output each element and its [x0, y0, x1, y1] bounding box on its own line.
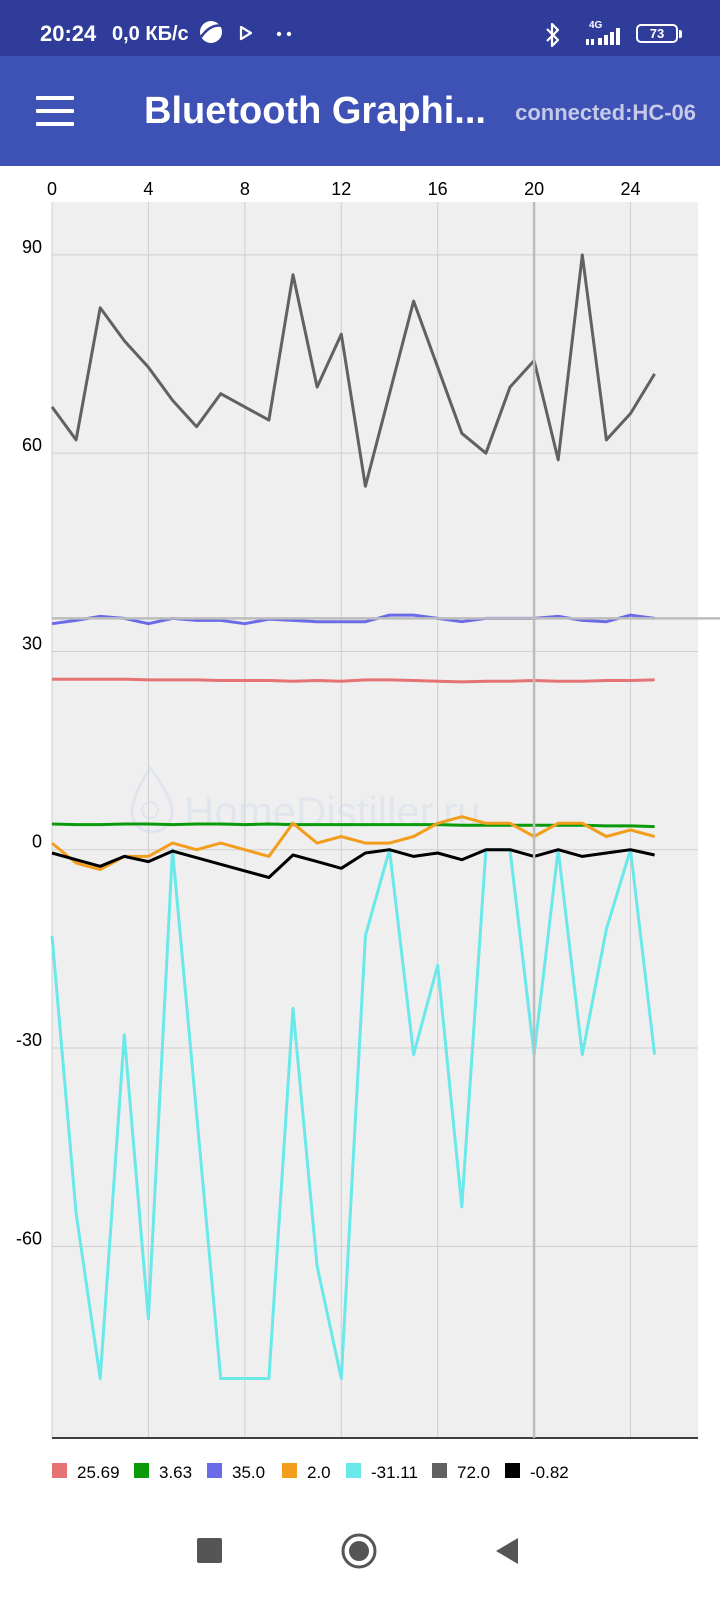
cursor	[52, 202, 720, 1438]
x-tick-label: 20	[524, 179, 544, 199]
signal-icon	[586, 28, 620, 45]
legend-label: 3.63	[159, 1463, 192, 1482]
legend-label: 25.69	[77, 1463, 120, 1482]
circle-icon	[341, 1533, 377, 1569]
legend: 25.69 3.63 35.0 2.0 -31.11 72.0 -0.82	[52, 1463, 569, 1482]
watermark-logo-icon	[130, 765, 174, 834]
y-tick-label: -30	[16, 1030, 42, 1050]
x-tick-label: 12	[331, 179, 351, 199]
series-line-25.69	[52, 677, 655, 684]
square-icon	[197, 1538, 222, 1563]
legend-swatch	[207, 1463, 222, 1478]
watermark-text: HomeDistiller.ru	[184, 788, 480, 835]
status-time: 20:24	[40, 21, 97, 46]
x-tick-labels: 0 4 8 12 16 20 24	[47, 179, 641, 199]
legend-label: 2.0	[307, 1463, 331, 1482]
series-line--31.11	[50, 848, 657, 1380]
legend-swatch	[346, 1463, 361, 1478]
x-tick-label: 4	[143, 179, 153, 199]
play-icon	[239, 25, 253, 41]
x-tick-label: 24	[620, 179, 640, 199]
legend-swatch	[52, 1463, 67, 1478]
legend-swatch	[505, 1463, 520, 1478]
back-button[interactable]	[462, 1502, 552, 1600]
navigation-bar	[0, 1502, 720, 1600]
recent-apps-button[interactable]	[165, 1502, 255, 1600]
series-line-35.0	[51, 613, 655, 626]
series-line-72.0	[50, 253, 656, 488]
x-tick-label: 0	[47, 179, 57, 199]
battery-level: 73	[649, 26, 665, 41]
x-tick-label: 16	[428, 179, 448, 199]
home-button[interactable]	[314, 1502, 404, 1600]
legend-swatch	[134, 1463, 149, 1478]
y-tick-label: 0	[32, 832, 42, 852]
y-tick-label: 90	[22, 237, 42, 257]
network-type-label: 4G	[589, 20, 603, 31]
network-speed: 0,0 КБ/с	[112, 23, 189, 45]
legend-label: -0.82	[530, 1463, 569, 1482]
series-line-2.0	[51, 815, 655, 872]
menu-icon[interactable]	[36, 96, 76, 126]
x-tick-label: 8	[240, 179, 250, 199]
legend-swatch	[432, 1463, 447, 1478]
legend-label: -31.11	[371, 1463, 418, 1482]
battery-icon: 73	[636, 24, 682, 43]
y-tick-label: 30	[22, 633, 42, 653]
triangle-back-icon	[496, 1538, 518, 1564]
series-line--0.82	[51, 848, 655, 879]
status-bar: 20:24 0,0 КБ/с 4G 73	[0, 0, 720, 56]
y-tick-label: 60	[22, 435, 42, 455]
plot-area	[52, 202, 698, 1438]
connection-status: connected:HC-06	[515, 100, 696, 125]
browser-icon	[199, 21, 224, 43]
series-lines	[50, 253, 657, 1380]
app-title: Bluetooth Graphi...	[144, 90, 486, 132]
y-tick-labels: 90 60 30 0 -30 -60	[16, 237, 42, 1248]
legend-label: 35.0	[232, 1463, 265, 1482]
more-dots-icon	[276, 31, 292, 37]
legend-swatch	[282, 1463, 297, 1478]
chart[interactable]: HomeDistiller.ru 0 4 8 12 16 20 24 90 60 30 0 -30 -…	[0, 166, 720, 1502]
y-tick-label: -60	[16, 1228, 42, 1248]
app-bar: Bluetooth Graphi... connected:HC-06	[0, 56, 720, 166]
legend-label: 72.0	[457, 1463, 490, 1482]
bluetooth-icon	[546, 22, 560, 48]
